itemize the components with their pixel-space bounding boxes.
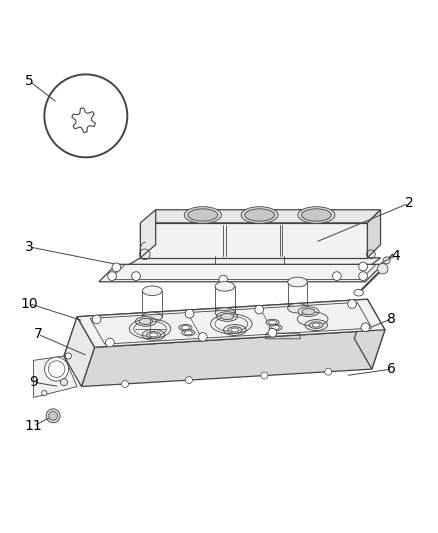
Ellipse shape: [354, 289, 364, 296]
Polygon shape: [81, 330, 385, 386]
Ellipse shape: [142, 312, 162, 322]
Text: 8: 8: [387, 312, 396, 326]
Ellipse shape: [272, 326, 279, 329]
Circle shape: [108, 272, 117, 280]
Circle shape: [49, 411, 57, 420]
Ellipse shape: [301, 209, 331, 221]
Polygon shape: [367, 210, 381, 258]
Ellipse shape: [135, 317, 156, 326]
Circle shape: [383, 257, 390, 264]
Ellipse shape: [45, 357, 69, 381]
Polygon shape: [64, 317, 95, 386]
Circle shape: [112, 263, 121, 272]
Circle shape: [268, 328, 277, 337]
Ellipse shape: [231, 328, 239, 332]
Ellipse shape: [269, 325, 282, 330]
Text: 10: 10: [20, 296, 38, 311]
Circle shape: [359, 272, 367, 280]
Circle shape: [185, 309, 194, 318]
Polygon shape: [130, 258, 381, 264]
Circle shape: [378, 263, 388, 274]
Circle shape: [261, 372, 268, 379]
Ellipse shape: [139, 318, 152, 325]
Ellipse shape: [179, 325, 192, 330]
Ellipse shape: [150, 333, 158, 337]
Circle shape: [198, 333, 207, 341]
Ellipse shape: [147, 332, 161, 338]
Ellipse shape: [228, 327, 242, 333]
Circle shape: [106, 338, 114, 347]
Ellipse shape: [215, 281, 235, 291]
Ellipse shape: [288, 277, 307, 287]
Ellipse shape: [305, 320, 328, 330]
Circle shape: [60, 379, 67, 386]
Polygon shape: [72, 108, 95, 133]
Circle shape: [255, 305, 264, 314]
Circle shape: [46, 409, 60, 423]
Text: 5: 5: [25, 74, 33, 88]
Ellipse shape: [215, 308, 235, 317]
Text: 6: 6: [387, 362, 396, 376]
Circle shape: [121, 381, 128, 387]
Ellipse shape: [266, 319, 279, 326]
Text: 11: 11: [25, 419, 42, 433]
Polygon shape: [141, 210, 155, 258]
Text: 9: 9: [29, 375, 38, 389]
Text: 2: 2: [405, 196, 413, 210]
Ellipse shape: [298, 307, 319, 317]
Circle shape: [332, 272, 341, 280]
Circle shape: [359, 262, 367, 271]
Circle shape: [325, 368, 332, 375]
Ellipse shape: [181, 326, 189, 329]
Ellipse shape: [245, 209, 275, 221]
Circle shape: [92, 315, 101, 324]
Ellipse shape: [309, 322, 323, 328]
Circle shape: [361, 323, 370, 332]
Circle shape: [219, 275, 228, 284]
Ellipse shape: [268, 320, 276, 324]
Polygon shape: [141, 223, 367, 258]
Ellipse shape: [302, 309, 315, 314]
Polygon shape: [354, 299, 385, 369]
Polygon shape: [64, 299, 367, 356]
Polygon shape: [77, 299, 385, 348]
Text: 3: 3: [25, 240, 33, 254]
Ellipse shape: [221, 313, 234, 320]
Circle shape: [132, 272, 141, 280]
Ellipse shape: [217, 312, 238, 321]
Text: 4: 4: [392, 248, 400, 263]
Ellipse shape: [288, 303, 307, 313]
Circle shape: [42, 391, 47, 395]
Ellipse shape: [188, 209, 218, 221]
Text: 7: 7: [33, 327, 42, 341]
Polygon shape: [99, 264, 383, 282]
Polygon shape: [145, 210, 381, 223]
Ellipse shape: [182, 330, 195, 336]
Ellipse shape: [241, 207, 278, 223]
Ellipse shape: [184, 331, 192, 335]
Circle shape: [44, 75, 127, 157]
Circle shape: [185, 377, 192, 384]
Polygon shape: [33, 356, 77, 398]
Ellipse shape: [142, 286, 162, 295]
Ellipse shape: [184, 207, 221, 223]
Ellipse shape: [223, 325, 246, 335]
Circle shape: [348, 300, 357, 308]
Ellipse shape: [312, 323, 320, 327]
Circle shape: [65, 353, 71, 359]
Ellipse shape: [142, 329, 165, 341]
Ellipse shape: [298, 207, 335, 223]
